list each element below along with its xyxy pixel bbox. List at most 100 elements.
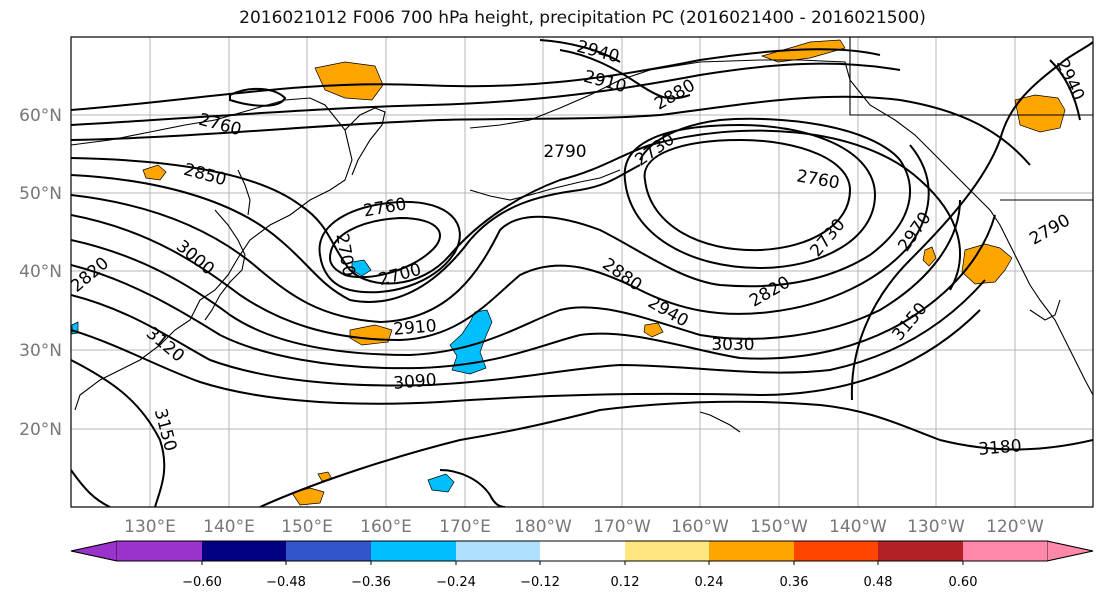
colorbar-tick-label: −0.36 — [351, 575, 391, 590]
latitude-labels: 60°N 50°N 40°N 30°N 20°N — [19, 106, 62, 440]
lon-label: 120°W — [986, 517, 1044, 537]
contour-line — [643, 138, 852, 252]
contour-label: 2910 — [393, 316, 438, 340]
colorbar-segment — [371, 541, 456, 561]
height-contours — [71, 39, 1093, 507]
colorbar-segment — [456, 541, 540, 561]
aleutian-islands — [469, 169, 621, 201]
map-background — [71, 37, 1093, 507]
contour-label: 3180 — [978, 436, 1023, 460]
lon-label: 150°E — [281, 517, 333, 537]
asia-coastline — [71, 97, 353, 411]
contour-line — [259, 400, 1093, 507]
lon-label: 130°W — [907, 517, 965, 537]
contour-line — [71, 164, 641, 303]
contour-line — [71, 199, 961, 357]
contour-line — [71, 117, 911, 324]
precip-positive-area — [643, 322, 664, 338]
colorbar-segment — [117, 541, 202, 561]
precip-positive-area — [961, 243, 1013, 285]
lon-label: 180°W — [514, 517, 572, 537]
colorbar-segment — [540, 541, 625, 561]
contour-line — [318, 200, 461, 294]
contour-line — [71, 62, 901, 126]
lon-label: 140°E — [203, 517, 255, 537]
lat-label: 60°N — [19, 106, 62, 126]
north-america-border — [849, 37, 1093, 116]
lat-label: 30°N — [19, 341, 62, 361]
lat-label: 20°N — [19, 420, 62, 440]
colorbar-extend-max — [1046, 540, 1094, 562]
lat-label: 50°N — [19, 184, 62, 204]
lon-label: 170°E — [439, 517, 491, 537]
lon-label: 170°W — [593, 517, 651, 537]
contour-line — [71, 144, 930, 342]
contour-line — [71, 469, 111, 507]
mexico-coastline — [1029, 299, 1061, 321]
contour-line — [71, 95, 1031, 166]
graticule — [71, 37, 1093, 507]
map-frame — [70, 36, 1094, 508]
contour-line — [439, 469, 506, 507]
kamchatka-coastline — [344, 107, 386, 176]
colorbar-extend-min — [70, 540, 118, 562]
colorbar-tick-labels: −0.60 −0.48 −0.36 −0.24 −0.12 0.12 0.24 0.36 0.4… — [182, 561, 977, 590]
contour-line — [71, 309, 981, 405]
contour-line — [71, 214, 996, 370]
contour-line — [623, 123, 877, 270]
precip-negative-area — [351, 259, 372, 277]
colorbar — [70, 540, 1094, 562]
colorbar-tick-label: 0.60 — [949, 575, 978, 590]
colorbar-tick-label: −0.24 — [436, 575, 476, 590]
contour-line — [71, 48, 881, 111]
colorbar-tick-label: −0.12 — [520, 575, 560, 590]
lon-label: 160°W — [671, 517, 729, 537]
colorbar-outline — [70, 540, 1094, 562]
colorbar-segment — [625, 541, 709, 561]
precip-positive-area — [760, 39, 846, 63]
colorbar-tick-label: 0.36 — [780, 575, 809, 590]
colorbar-segment — [878, 541, 963, 561]
contour-line — [328, 216, 441, 279]
colorbar-segment — [286, 541, 371, 561]
colorbar-segment — [794, 541, 878, 561]
lon-label: 130°E — [124, 517, 176, 537]
precip-positive-area — [142, 164, 167, 181]
contour-line — [71, 279, 986, 387]
coastlines — [71, 37, 1093, 433]
precip-positive-area — [314, 61, 384, 101]
colorbar-tick-label: 0.12 — [611, 575, 640, 590]
precip-positive-area — [922, 246, 937, 267]
lon-label: 150°W — [750, 517, 808, 537]
contour-line — [71, 129, 961, 291]
lat-label: 40°N — [19, 262, 62, 282]
colorbar-tick-label: −0.48 — [266, 575, 306, 590]
colorbar-segment — [202, 541, 286, 561]
contour-label: 3030 — [711, 335, 754, 355]
contour-line — [1049, 59, 1081, 121]
lon-label: 160°E — [360, 517, 412, 537]
colorbar-tick-label: 0.24 — [695, 575, 724, 590]
precip-negative-area — [449, 309, 493, 375]
longitude-labels: 130°E 140°E 150°E 160°E 170°E 180°W 170°W 160°W… — [124, 517, 1044, 537]
contour-line — [229, 87, 287, 107]
precip-positive-area — [291, 487, 325, 506]
contour-label: 3090 — [393, 370, 438, 394]
lon-label: 140°W — [829, 517, 887, 537]
colorbar-tick-label: −0.60 — [182, 575, 222, 590]
hawaii-islands — [699, 411, 741, 433]
contour-label: 2790 — [543, 142, 586, 162]
map-title: 2016021012 F006 700 hPa height, precipit… — [239, 8, 926, 28]
alaska-coastline — [469, 59, 1093, 396]
colorbar-segment — [963, 541, 1047, 561]
contour-line — [559, 49, 691, 100]
contour-line — [539, 39, 621, 63]
precip-negative-area — [427, 473, 455, 493]
contour-line — [71, 359, 166, 507]
colorbar-segment — [709, 541, 794, 561]
precipitation-shading — [71, 39, 1066, 506]
colorbar-tick-label: 0.48 — [864, 575, 893, 590]
precip-positive-area — [1014, 94, 1066, 133]
contour-line — [850, 41, 1093, 401]
